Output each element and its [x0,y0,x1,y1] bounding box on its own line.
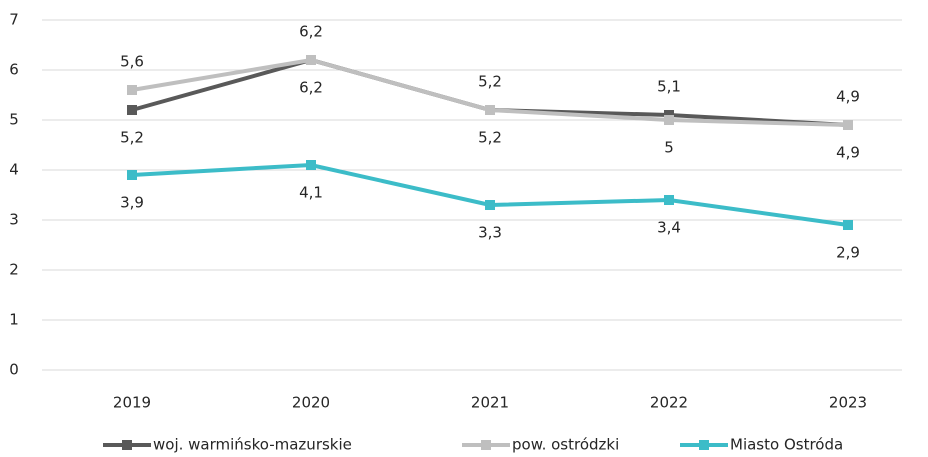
marker [485,200,495,210]
legend-label: pow. ostródzki [512,436,619,454]
data-label: 6,2 [299,23,323,41]
marker [127,170,137,180]
data-label: 5,2 [120,129,144,147]
data-label: 5,2 [478,73,502,91]
data-label: 5 [664,139,674,157]
y-tick-label: 3 [9,211,19,229]
x-tick-label: 2021 [471,394,509,412]
marker [306,160,316,170]
marker [664,195,674,205]
marker [127,85,137,95]
data-label: 5,2 [478,129,502,147]
data-label: 3,9 [120,194,144,212]
data-label: 3,3 [478,224,502,242]
data-label: 5,6 [120,53,144,71]
x-tick-label: 2023 [829,394,867,412]
data-label: 6,2 [299,79,323,97]
y-tick-label: 4 [9,161,19,179]
y-tick-label: 1 [9,311,19,329]
y-tick-label: 2 [9,261,19,279]
data-label: 4,9 [836,88,860,106]
marker [306,55,316,65]
marker [664,115,674,125]
legend-label: Miasto Ostróda [730,436,843,454]
data-label: 2,9 [836,244,860,262]
y-tick-label: 5 [9,111,19,129]
marker [127,105,137,115]
legend-marker [481,440,491,450]
x-tick-label: 2019 [113,394,151,412]
legend-marker [699,440,709,450]
marker [843,120,853,130]
marker [843,220,853,230]
data-label: 5,1 [657,78,681,96]
legend-marker [122,440,132,450]
legend-label: woj. warmińsko-mazurskie [153,436,352,454]
data-label: 3,4 [657,219,681,237]
y-tick-label: 0 [9,361,19,379]
y-tick-label: 6 [9,61,19,79]
data-label: 4,1 [299,184,323,202]
marker [485,105,495,115]
x-tick-label: 2020 [292,394,330,412]
data-label: 4,9 [836,144,860,162]
series-line [131,162,849,227]
x-tick-label: 2022 [650,394,688,412]
y-tick-label: 7 [9,11,19,29]
